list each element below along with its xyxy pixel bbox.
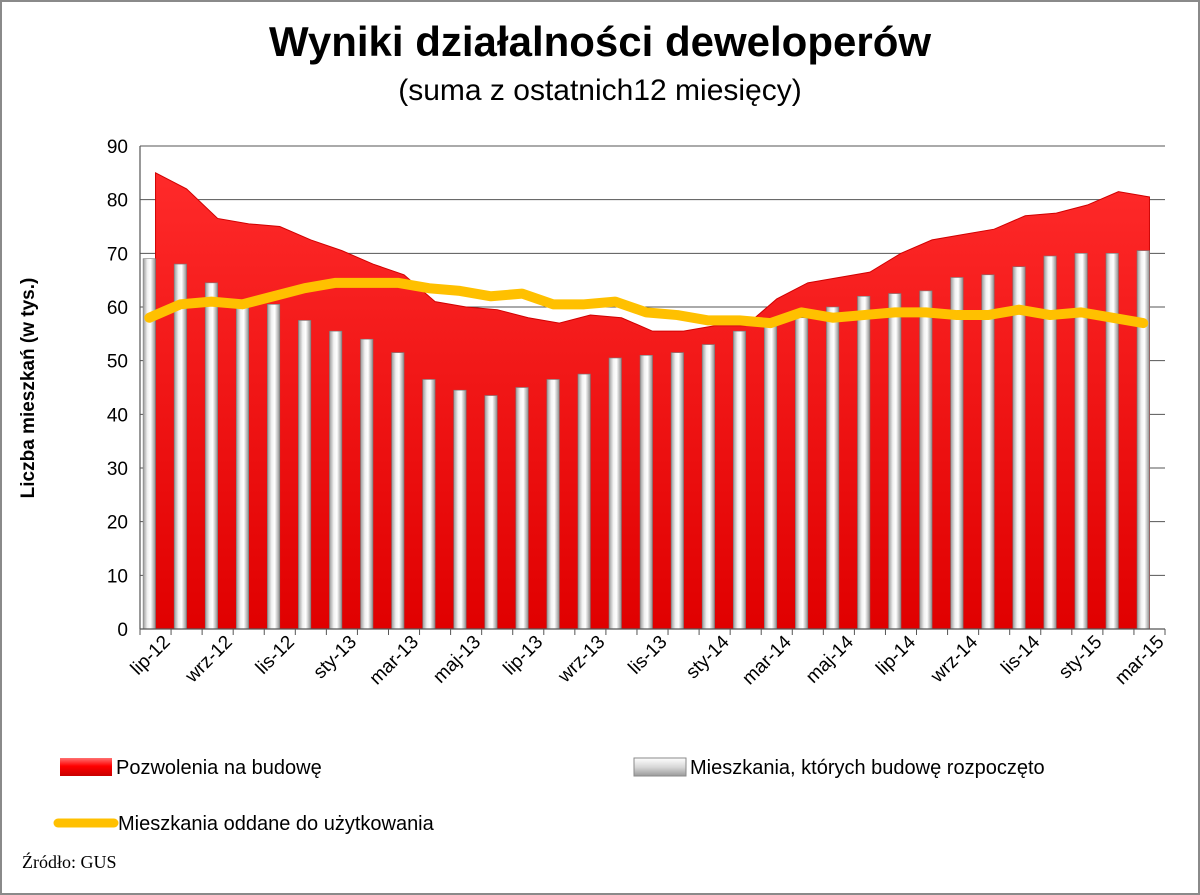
source-note: Źródło: GUS (22, 852, 117, 872)
x-tick-labels: lip-12 wrz-12 lis-12 sty-13 mar-13 maj-13 lip-… (127, 631, 1169, 689)
bar-rozpoczete (173, 263, 187, 630)
y-tick-label: 40 (107, 405, 128, 426)
bar-rozpoczete (826, 306, 840, 630)
bar-rozpoczete (453, 389, 467, 630)
bar-rozpoczete (639, 354, 653, 630)
legend-swatch-pozwolenia (60, 758, 112, 776)
bar-rozpoczete (1136, 250, 1150, 630)
bar-rozpoczete (670, 352, 684, 630)
bar-rozpoczete (546, 379, 560, 630)
bar-rozpoczete (360, 338, 374, 630)
bar-rozpoczete (1105, 253, 1119, 630)
x-tick-label: lis-14 (997, 631, 1044, 678)
y-tick-label: 0 (117, 620, 128, 641)
bar-rozpoczete (391, 352, 405, 630)
x-tick-label: lip-14 (872, 631, 920, 679)
bar-rozpoczete (329, 330, 343, 630)
bar-rozpoczete (298, 320, 312, 630)
x-tick-label: maj-14 (802, 631, 858, 687)
x-tick-label: sty-15 (1055, 632, 1106, 683)
bar-rozpoczete (577, 373, 591, 630)
bar-rozpoczete (204, 282, 218, 630)
y-tick-label: 80 (107, 191, 128, 212)
x-tick-label: maj-13 (429, 632, 485, 688)
x-tick-label: mar-14 (738, 631, 796, 689)
y-tick-label: 60 (107, 298, 128, 319)
legend-label-oddane: Mieszkania oddane do użytkowania (118, 813, 435, 835)
x-tick-label: mar-13 (366, 632, 423, 689)
bar-rozpoczete (950, 277, 964, 630)
bar-rozpoczete (422, 379, 436, 630)
bar-rozpoczete (235, 304, 250, 630)
y-axis-label: Liczba mieszkań (w tys.) (18, 278, 39, 499)
x-tick-label: lis-13 (625, 632, 672, 679)
y-tick-label: 50 (107, 352, 128, 373)
y-tick-labels: 0 10 20 30 40 50 60 70 80 90 (107, 137, 128, 641)
legend-swatch-rozpoczete (633, 757, 687, 777)
bar-rozpoczete (732, 330, 746, 630)
x-tick-label: wrz-14 (926, 631, 982, 687)
bar-rozpoczete (1012, 266, 1026, 630)
x-tick-label: lip-12 (127, 632, 175, 680)
x-tick-label: lip-13 (500, 632, 548, 680)
chart-subtitle: (suma z ostatnich12 miesięcy) (398, 74, 802, 107)
bar-rozpoczete (888, 293, 902, 630)
bar-rozpoczete (484, 395, 498, 630)
line-oddane (144, 277, 1149, 329)
bar-rozpoczete (857, 295, 871, 630)
y-tick-label: 10 (107, 566, 128, 587)
bar-rozpoczete (267, 304, 281, 630)
y-tick-label: 20 (107, 513, 128, 534)
line-series-layer (144, 277, 1149, 329)
chart-title: Wyniki działalności deweloperów (268, 18, 932, 65)
x-tick-label: lis-12 (252, 632, 299, 679)
x-tick-label: wrz-12 (181, 632, 237, 688)
bar-series-layer (142, 250, 1150, 630)
y-tick-label: 30 (107, 459, 128, 480)
y-tick-label: 70 (107, 244, 128, 265)
bar-rozpoczete (795, 317, 809, 630)
bar-rozpoczete (608, 357, 622, 630)
y-tick-label: 90 (107, 137, 128, 158)
x-tick-label: wrz-13 (554, 632, 610, 688)
x-tick-label: sty-14 (682, 631, 734, 683)
legend: Pozwolenia na budowę Mieszkania, których… (53, 757, 1045, 835)
bar-rozpoczete (919, 290, 933, 630)
legend-label-pozwolenia: Pozwolenia na budowę (116, 757, 322, 779)
legend-label-rozpoczete: Mieszkania, których budowę rozpoczęto (690, 757, 1045, 779)
axes (139, 146, 1166, 635)
bar-rozpoczete (764, 322, 778, 630)
x-tick-label: mar-15 (1111, 632, 1168, 689)
bar-rozpoczete (701, 344, 715, 630)
x-tick-label: sty-13 (310, 632, 361, 683)
bar-rozpoczete (981, 274, 995, 630)
bar-rozpoczete (515, 387, 529, 630)
